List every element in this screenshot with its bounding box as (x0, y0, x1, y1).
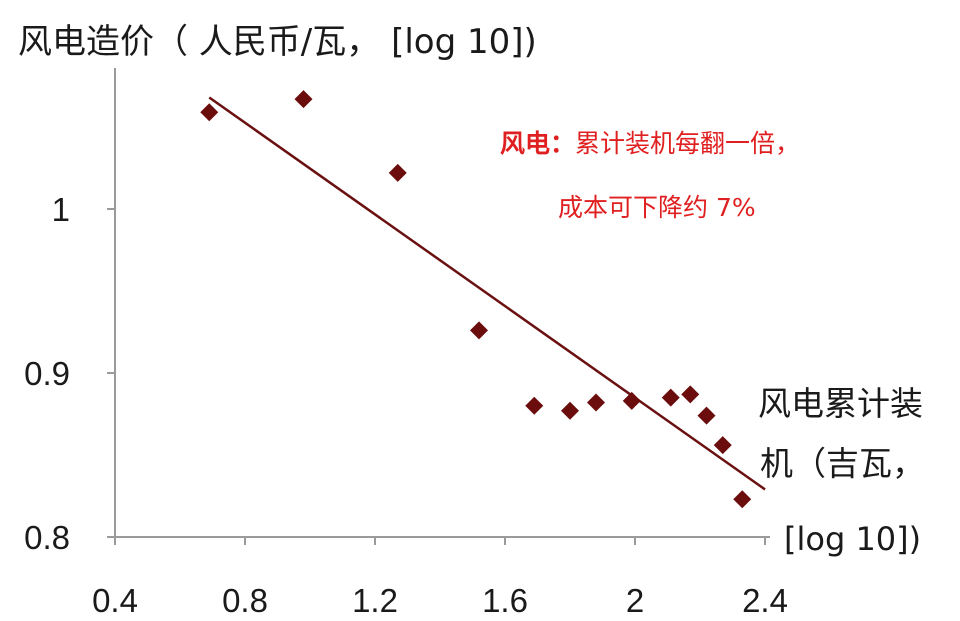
data-point (200, 103, 219, 122)
annotation-prefix: 风电： (500, 129, 576, 158)
data-point (697, 406, 716, 425)
x-tick-label: 0.4 (92, 582, 138, 619)
data-point (622, 391, 641, 410)
x-tick-label: 2.4 (742, 582, 788, 619)
data-point (388, 163, 407, 182)
y-tick-label: 0.9 (24, 355, 70, 392)
y-axis-title: 风电造价（ 人民币/瓦， [log 10]) (18, 22, 537, 62)
data-point (561, 401, 579, 420)
x-tick-label: 1.6 (482, 582, 528, 619)
data-point (525, 396, 544, 415)
data-point (470, 321, 488, 340)
data-point (733, 490, 752, 509)
x-tick-label: 1.2 (352, 582, 398, 619)
data-point (661, 388, 680, 407)
data-point (681, 385, 700, 404)
y-tick-label: 1 (52, 191, 70, 228)
annotation-line-2: 成本可下降约 7% (558, 193, 756, 222)
x-axis-title-line-2: 机（吉瓦， (760, 444, 925, 483)
axes (114, 68, 770, 538)
x-axis-title-line-3: [log 10]) (784, 520, 922, 558)
y-tick-label: 0.8 (24, 519, 70, 556)
x-axis-title-line-1: 风电累计装 (758, 384, 923, 423)
annotation-text-1: 累计装机每翻一倍， (575, 129, 801, 158)
y-axis-ticks: 0.8 0.9 1 (24, 191, 115, 556)
data-point (713, 436, 732, 455)
trendline (208, 96, 766, 491)
data-point (587, 393, 605, 412)
annotation-line-1: 风电：累计装机每翻一倍， (500, 124, 800, 160)
data-point (294, 90, 313, 109)
data-points (200, 90, 752, 509)
x-tick-label: 2 (626, 582, 644, 619)
trendline-group (208, 96, 766, 491)
x-axis-ticks: 0.4 0.8 1.2 1.6 2 2.4 (92, 537, 788, 619)
x-tick-label: 0.8 (222, 582, 268, 619)
